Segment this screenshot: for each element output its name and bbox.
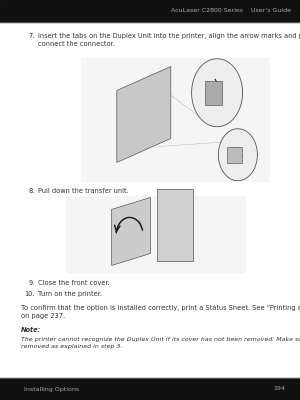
Text: Insert the tabs on the Duplex Unit into the printer, align the arrow marks and p: Insert the tabs on the Duplex Unit into … [38, 33, 300, 47]
Polygon shape [192, 59, 243, 127]
Bar [157, 190, 193, 262]
Bar [81, 58, 270, 182]
Bar [0, 0, 300, 22]
Text: 9.: 9. [28, 280, 34, 286]
Text: Note:: Note: [21, 327, 41, 333]
Text: To confirm that the option is installed correctly, print a Status Sheet. See “Pr: To confirm that the option is installed … [21, 305, 300, 319]
Polygon shape [117, 66, 171, 162]
Text: Turn on the printer.: Turn on the printer. [38, 291, 101, 297]
Text: 7.: 7. [28, 33, 34, 39]
Text: 8.: 8. [28, 188, 34, 194]
Bar [227, 147, 242, 163]
Polygon shape [218, 129, 257, 181]
Text: Installing Options: Installing Options [24, 386, 79, 392]
Text: Pull down the transfer unit.: Pull down the transfer unit. [38, 188, 128, 194]
Bar [0, 378, 300, 400]
Polygon shape [112, 198, 151, 266]
Text: 194: 194 [273, 386, 285, 392]
Bar [205, 81, 222, 105]
Bar [66, 196, 246, 274]
Text: 10.: 10. [24, 291, 34, 297]
Text: Close the front cover.: Close the front cover. [38, 280, 109, 286]
Text: The printer cannot recognize the Duplex Unit if its cover has not been removed. : The printer cannot recognize the Duplex … [21, 337, 300, 349]
Text: AcuLaser C2800 Series    User’s Guide: AcuLaser C2800 Series User’s Guide [171, 8, 291, 14]
